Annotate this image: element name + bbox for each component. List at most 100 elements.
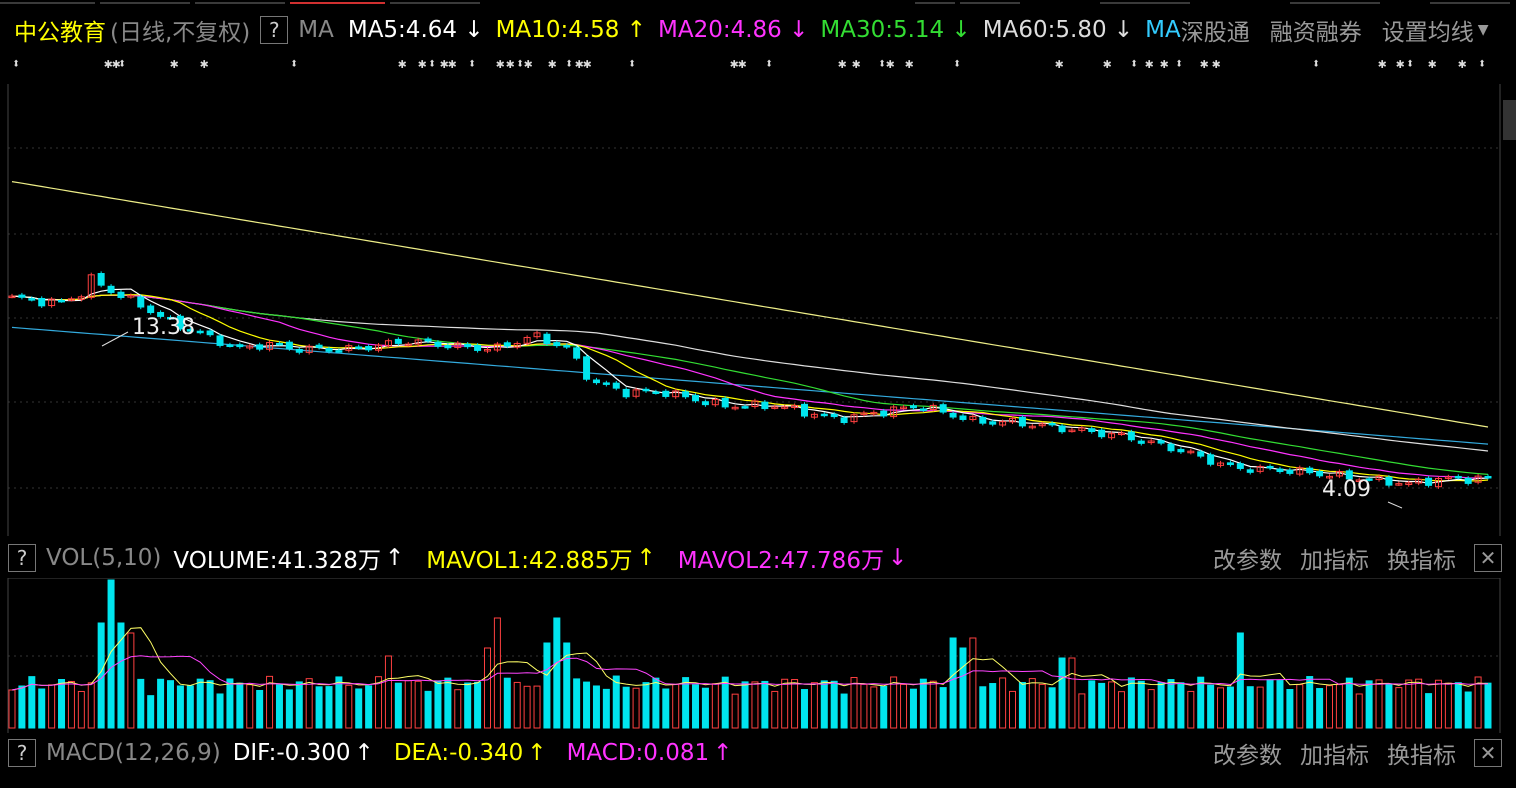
event-marker[interactable]: ⬍	[1130, 56, 1139, 72]
event-marker[interactable]: ✱	[838, 56, 847, 72]
event-marker[interactable]: ✱	[496, 56, 505, 72]
macd-add-indicator-button[interactable]: 加指标	[1300, 743, 1369, 769]
vol-add-indicator-button[interactable]: 加指标	[1300, 548, 1369, 574]
event-marker[interactable]: ✱	[1458, 56, 1467, 72]
event-marker[interactable]: ⬍	[565, 56, 574, 72]
candle	[513, 343, 521, 348]
volume-bar	[711, 683, 719, 729]
event-marker[interactable]: ✱	[448, 56, 457, 72]
event-marker[interactable]: ✱	[738, 56, 747, 72]
candle	[1296, 467, 1304, 475]
event-marker[interactable]: ✱	[730, 56, 739, 72]
event-marker[interactable]: ⬍	[628, 56, 637, 72]
vol-title[interactable]: VOL(5,10)	[46, 545, 162, 571]
event-marker[interactable]: ✱	[583, 56, 592, 72]
event-marker[interactable]: ✱	[1160, 56, 1169, 72]
volume-bar	[949, 637, 957, 729]
event-marker[interactable]: ✱	[1145, 56, 1154, 72]
event-marker[interactable]: ⬍	[765, 56, 774, 72]
low-price-label: 4.09	[1322, 477, 1371, 502]
candle	[1365, 478, 1373, 481]
event-marker[interactable]: ✱	[1200, 56, 1209, 72]
volume-bar	[157, 678, 165, 729]
candle	[137, 296, 145, 308]
volume-bar	[1028, 678, 1036, 729]
event-marker[interactable]: ✱	[524, 56, 533, 72]
candle	[622, 388, 630, 398]
candle	[682, 391, 690, 398]
macd-change-params-button[interactable]: 改参数	[1213, 743, 1282, 769]
event-marker[interactable]: ✱	[1396, 56, 1405, 72]
chevron-down-icon[interactable]: ▼	[1477, 22, 1489, 38]
event-marker[interactable]: ✱	[1103, 56, 1112, 72]
volume-bar	[860, 683, 868, 729]
high-price-label: 13.38	[132, 315, 195, 340]
high-label-leader	[101, 331, 129, 347]
event-marker[interactable]: ⬍	[118, 56, 127, 72]
stock-name[interactable]: 中公教育	[14, 20, 106, 46]
link-margin-trading[interactable]: 融资融券	[1269, 20, 1362, 46]
help-button[interactable]: ?	[260, 16, 289, 44]
event-marker[interactable]: ⬍	[953, 56, 962, 72]
event-marker[interactable]: ✱	[418, 56, 427, 72]
candle	[1395, 483, 1403, 486]
event-marker[interactable]: ⬍	[1406, 56, 1415, 72]
event-marker[interactable]: ✱	[1212, 56, 1221, 72]
event-marker[interactable]: ✱	[1378, 56, 1387, 72]
event-marker[interactable]: ✱	[506, 56, 515, 72]
candle	[1236, 463, 1244, 469]
event-marker[interactable]: ✱	[200, 56, 209, 72]
event-marker[interactable]: ⬍	[290, 56, 299, 72]
event-marker[interactable]: ✱	[548, 56, 557, 72]
volume-bar	[1236, 632, 1244, 729]
event-marker[interactable]: ✱	[905, 56, 914, 72]
macd-close-icon[interactable]: ✕	[1474, 739, 1502, 767]
candle	[1117, 432, 1125, 436]
event-marker[interactable]: ✱	[575, 56, 584, 72]
price-panel-header: 中公教育 (日线,不复权) ? MA MA5:4.64 ↓ MA10:4.58 ↑…	[0, 12, 1500, 48]
event-marker[interactable]: ⬍	[428, 56, 437, 72]
set-ma-button[interactable]: 设置均线	[1381, 20, 1474, 46]
candle	[1454, 475, 1462, 479]
event-marker[interactable]: ⬍	[516, 56, 525, 72]
volume-bar	[137, 678, 145, 729]
volume-bar	[246, 684, 254, 729]
volume-bar	[1177, 682, 1185, 729]
vol-change-params-button[interactable]: 改参数	[1213, 548, 1282, 574]
volume-bar	[1018, 682, 1026, 729]
volume-bar	[939, 687, 947, 729]
volume-bar	[434, 680, 442, 729]
vol-help-button[interactable]: ?	[8, 544, 36, 572]
event-marker[interactable]: ✱	[170, 56, 179, 72]
volume-bar	[285, 689, 293, 729]
vol-switch-indicator-button[interactable]: 换指标	[1387, 548, 1456, 574]
event-marker[interactable]: ⬍	[1478, 56, 1487, 72]
event-marker[interactable]: ✱	[1055, 56, 1064, 72]
event-marker[interactable]: ⬍	[468, 56, 477, 72]
event-marker[interactable]: ✱	[886, 56, 895, 72]
event-marker[interactable]: ✱	[440, 56, 449, 72]
event-markers-row: ⬍ ✱ ✱ ⬍ ✱ ✱ ⬍ ✱ ✱ ⬍ ✱ ✱ ⬍ ✱ ✱ ⬍ ✱ ✱ ⬍ ✱ ✱ ⬍ ✱ ✱ ⬍ ✱ ✱ ⬍ ✱ ✱ ⬍ ✱ ✱ ⬍ ✱ ✱ ⬍ ✱ ✱ ⬍…	[0, 56, 1500, 80]
candle	[711, 398, 719, 406]
volume-bar	[1157, 682, 1165, 729]
event-marker[interactable]: ✱	[104, 56, 113, 72]
scrollbar-handle[interactable]	[1503, 100, 1516, 140]
candle	[1028, 425, 1036, 429]
event-marker[interactable]: ✱	[398, 56, 407, 72]
event-marker[interactable]: ⬍	[1175, 56, 1184, 72]
link-shenzhen-connect[interactable]: 深股通	[1180, 20, 1250, 46]
vol-close-icon[interactable]: ✕	[1474, 544, 1502, 572]
volume-bar	[672, 683, 680, 729]
event-marker[interactable]: ✱	[852, 56, 861, 72]
event-marker[interactable]: ⬍	[1312, 56, 1321, 72]
macd-title[interactable]: MACD(12,26,9)	[46, 740, 221, 766]
event-marker[interactable]: ⬍	[878, 56, 887, 72]
indicator-name[interactable]: MA	[298, 17, 334, 43]
vol-mavol1-arrow: ↑	[636, 545, 656, 571]
event-marker[interactable]: ✱	[112, 56, 121, 72]
macd-switch-indicator-button[interactable]: 换指标	[1387, 743, 1456, 769]
macd-help-button[interactable]: ?	[8, 739, 36, 767]
event-marker[interactable]: ✱	[1428, 56, 1437, 72]
ma30-line	[11, 294, 1489, 475]
event-marker[interactable]: ⬍	[12, 56, 21, 72]
